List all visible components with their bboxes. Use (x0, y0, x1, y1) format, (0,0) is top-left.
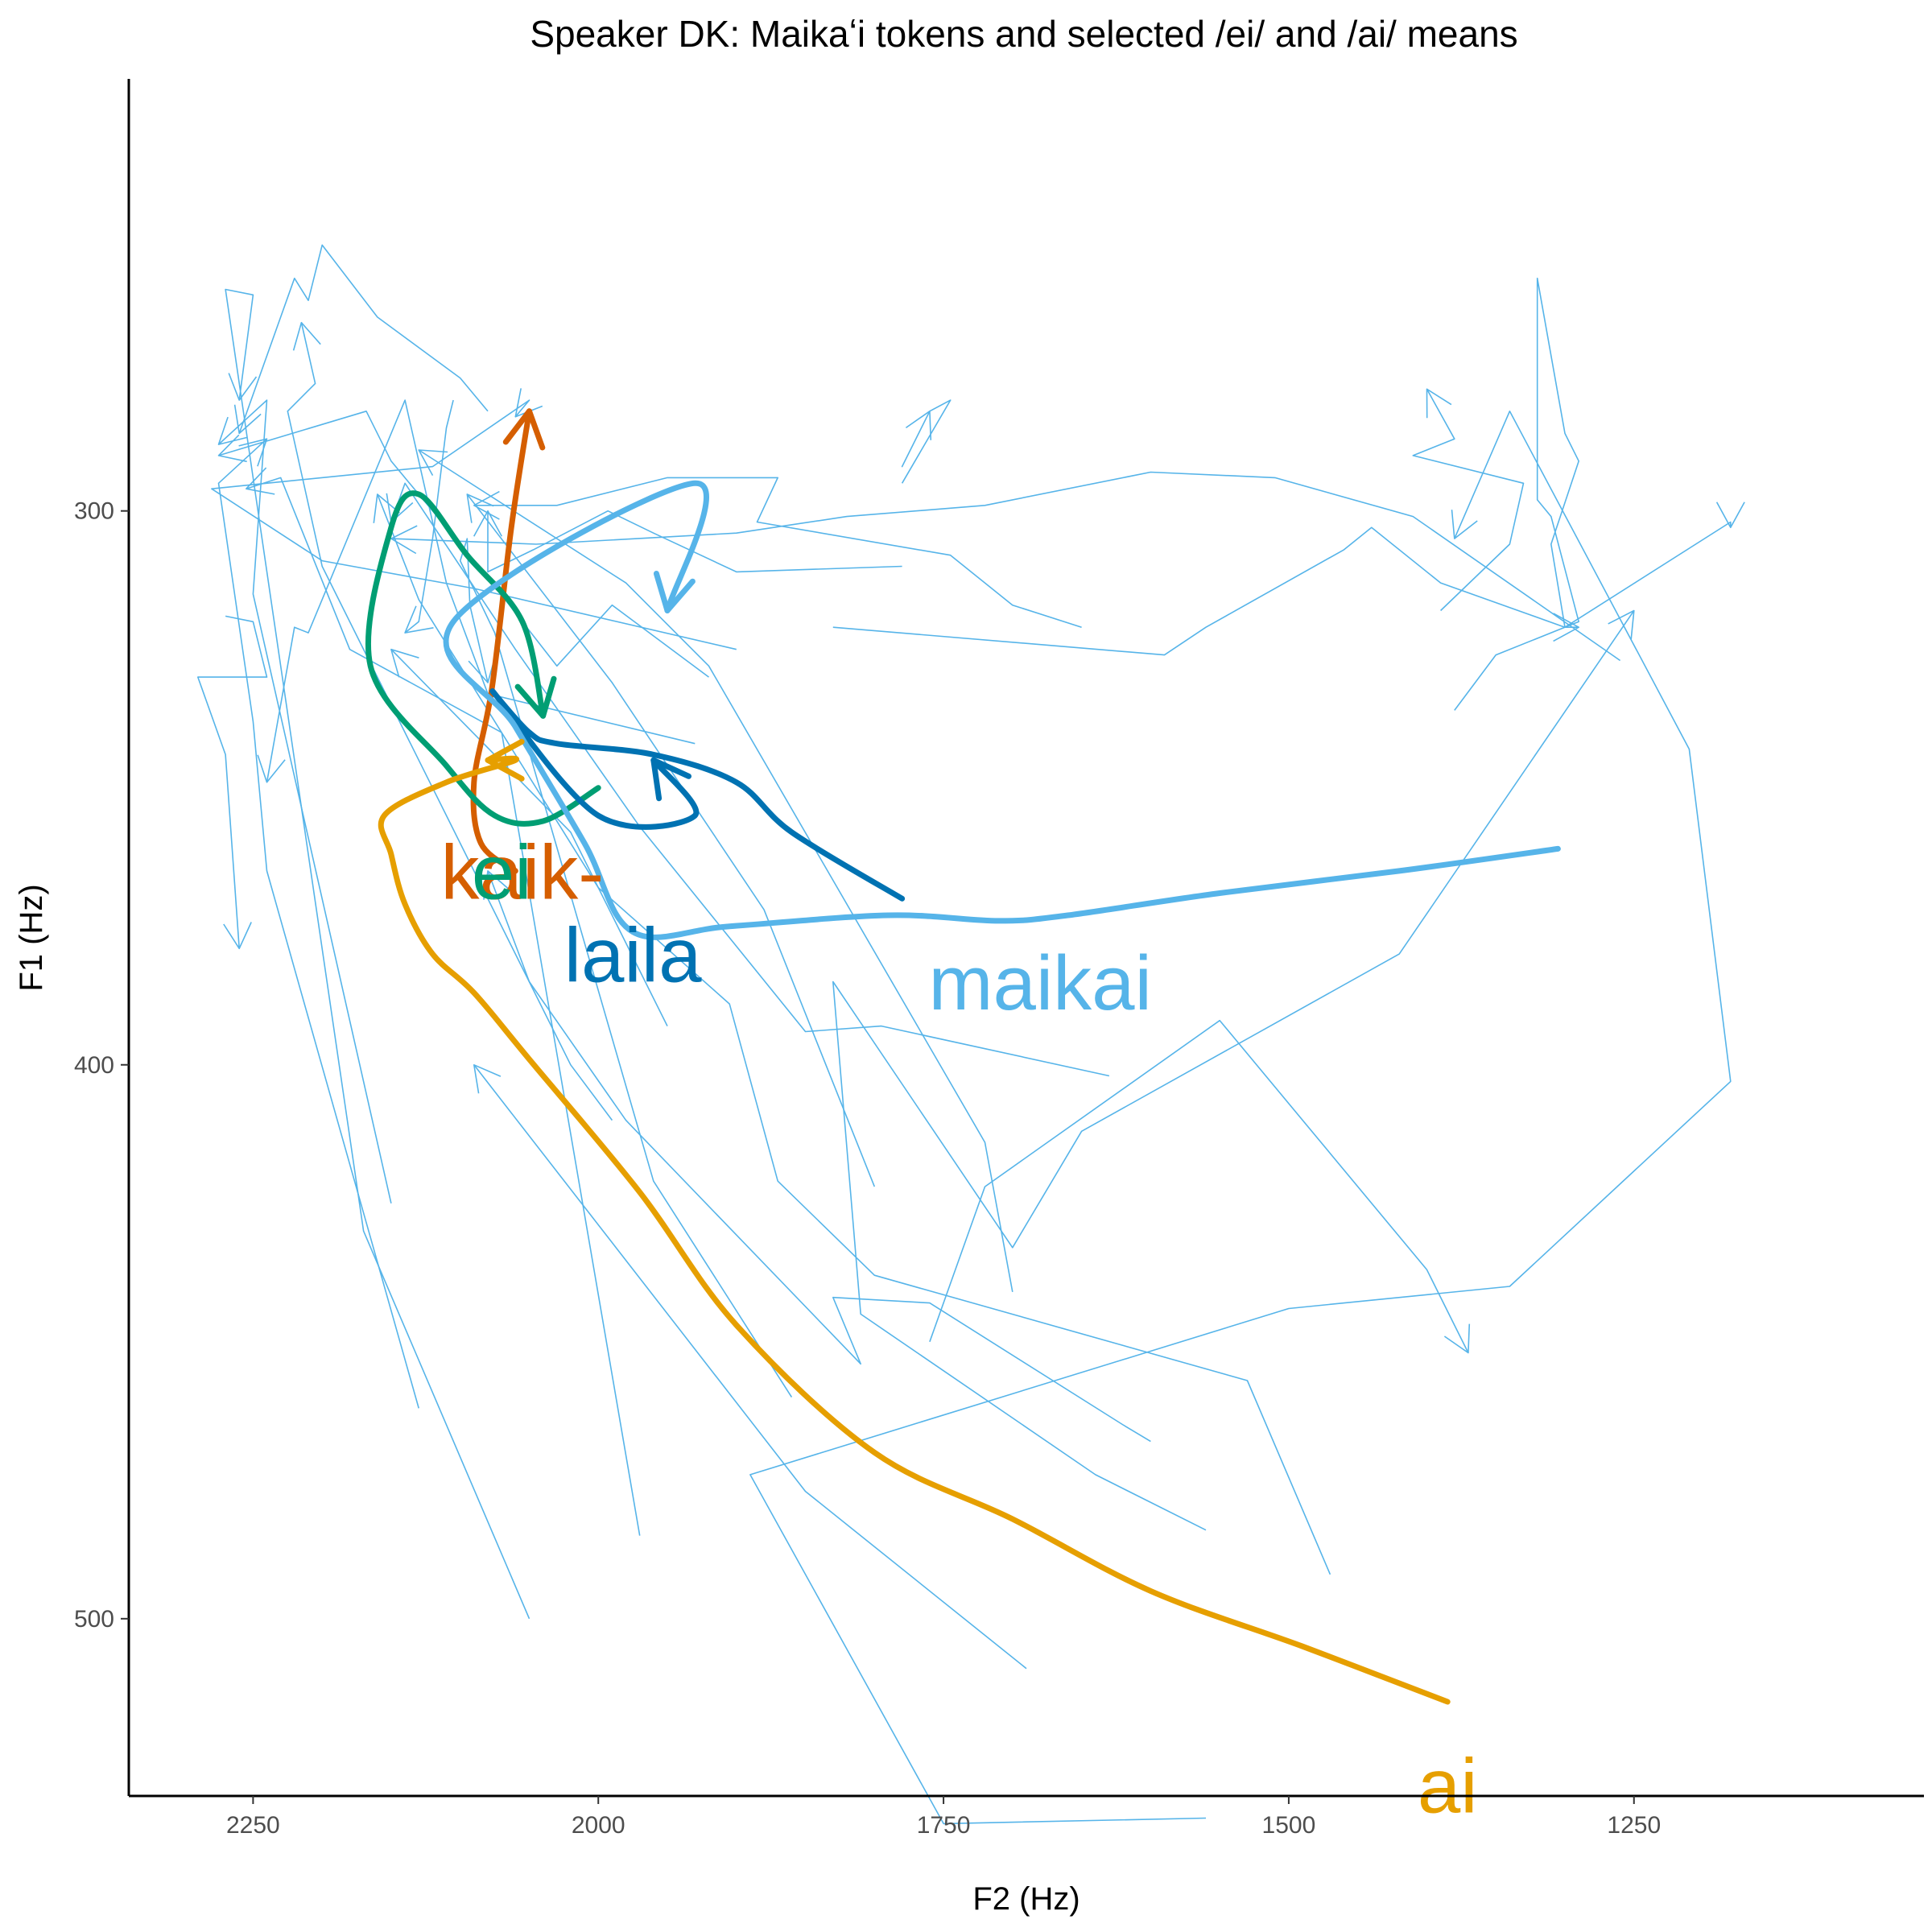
token-paths (197, 244, 1745, 1825)
chart-title: Speaker DK: Maikaʻi tokens and selected … (530, 13, 1517, 55)
token-arrowhead-11 (373, 493, 400, 523)
y-tick-label: 500 (74, 1606, 114, 1633)
token-arrowhead-22 (473, 510, 503, 537)
mean-arrowhead-kaik (502, 408, 546, 451)
token-path-2 (217, 399, 392, 1203)
token-arrowhead-14 (390, 648, 419, 678)
x-axis-ticks: 2250 2000 1750 1500 1250 (226, 1796, 1661, 1839)
y-axis-ticks: 300 400 500 (74, 498, 129, 1633)
token-arrowhead-4 (228, 373, 258, 401)
token-path-6 (929, 1019, 1469, 1353)
series-label-ai: ai (1418, 1744, 1478, 1830)
token-arrowhead-28 (404, 605, 434, 634)
y-tick-label: 400 (74, 1052, 114, 1079)
token-arrowhead-12 (483, 870, 510, 900)
token-arrowhead-10 (1451, 510, 1478, 539)
token-path-12 (487, 870, 1151, 1443)
mean-path-ei (365, 490, 601, 827)
mean-arrowhead-ai (485, 738, 525, 782)
token-arrowhead-17 (1553, 613, 1579, 642)
x-tick-label: 2000 (572, 1812, 625, 1839)
token-arrowhead-2 (217, 416, 247, 445)
mean-arrowhead-maikai (653, 571, 696, 613)
token-arrowhead-3 (246, 467, 275, 495)
token-path-27 (266, 399, 696, 782)
token-arrowhead-7 (1608, 609, 1635, 640)
token-path-3 (246, 477, 641, 1536)
mean-path-maikai (443, 480, 1561, 940)
token-arrowhead-24 (217, 434, 247, 463)
token-path-22 (487, 510, 902, 573)
token-path-23 (211, 399, 737, 650)
mean-arrowhead-laila (650, 757, 691, 802)
token-arrowhead-6 (1443, 1323, 1471, 1354)
token-path-26 (197, 615, 268, 949)
series-label-ei: ei (472, 829, 532, 915)
token-arrowhead-20 (390, 525, 418, 555)
x-tick-label: 2250 (226, 1812, 280, 1839)
mean-paths (365, 408, 1561, 1705)
mean-path-laila (489, 688, 906, 902)
token-path-10 (749, 411, 1732, 1825)
x-axis-title: F2 (Hz) (972, 1881, 1080, 1917)
token-path-14 (390, 649, 668, 1026)
x-tick-label: 1250 (1607, 1812, 1661, 1839)
mean-arrowhead-ei (514, 675, 557, 719)
token-path-9 (418, 449, 1013, 1293)
token-path-25 (238, 244, 489, 434)
token-arrowhead-18 (1715, 502, 1745, 529)
token-path-4 (225, 288, 530, 1620)
series-label-laila: laila (564, 913, 702, 999)
token-path-29 (901, 399, 952, 484)
token-path-13 (473, 1064, 1027, 1670)
token-arrowhead-19 (1426, 388, 1452, 419)
token-arrowhead-25 (233, 404, 262, 435)
mean-path-kaik (470, 408, 532, 874)
token-arrowhead-5 (292, 321, 321, 351)
series-label-maikai: maikai (928, 940, 1151, 1026)
token-path-18 (1454, 277, 1732, 711)
y-tick-label: 300 (74, 498, 114, 525)
token-arrowhead-27 (257, 754, 286, 783)
x-tick-label: 1750 (917, 1812, 971, 1839)
token-path-17 (832, 526, 1579, 656)
token-path-5 (287, 322, 613, 1121)
token-arrowhead-29 (905, 411, 932, 440)
token-path-7 (832, 610, 1635, 1531)
series-label-kaik: kaik- (441, 829, 605, 915)
token-arrowhead-21 (473, 490, 500, 520)
token-arrowhead-15 (466, 493, 494, 523)
x-tick-label: 1500 (1262, 1812, 1316, 1839)
token-arrowhead-26 (223, 922, 252, 950)
token-arrowhead-23 (514, 388, 543, 418)
token-path-28 (404, 399, 454, 634)
token-path-20 (390, 471, 1621, 662)
token-path-21 (473, 477, 1082, 628)
token-path-19 (1412, 388, 1525, 612)
token-arrowhead-13 (473, 1064, 502, 1094)
y-axis-title: F1 (Hz) (14, 884, 49, 991)
token-path-1 (217, 438, 419, 1409)
mean-path-ai (378, 755, 1451, 1705)
